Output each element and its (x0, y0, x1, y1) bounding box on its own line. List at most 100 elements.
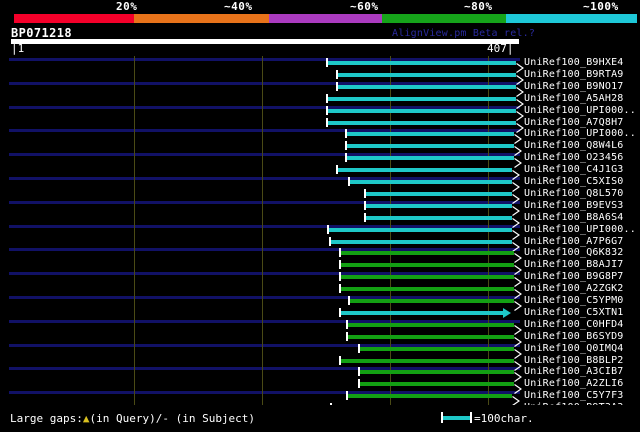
alignment-row[interactable]: UniRef100_C5Y7F3 (0, 390, 640, 405)
alignment-row[interactable]: UniRef100_C5YPM0 (0, 295, 640, 311)
hsp-start-tick (336, 165, 338, 175)
alignment-row[interactable]: UniRef100_UPI000.. (0, 223, 640, 240)
hsp-bar[interactable] (341, 287, 514, 292)
hit-label[interactable]: UniRef100_B6SYD9 (524, 330, 624, 342)
hit-label[interactable]: UniRef100_A7P6G7 (524, 235, 624, 247)
hit-label[interactable]: UniRef100_Q0IMQ4 (524, 342, 624, 354)
hsp-direction-arrow (514, 379, 523, 395)
alignment-row[interactable]: UniRef100_B8AJI7 (0, 259, 640, 276)
hit-label[interactable]: UniRef100_B9EVS3 (524, 199, 624, 211)
alignment-row[interactable]: UniRef100_B9EVS3 (0, 199, 640, 216)
hit-label[interactable]: UniRef100_B8A6S4 (524, 211, 624, 223)
hit-label[interactable]: UniRef100_B8AJI7 (524, 259, 624, 271)
hsp-bar[interactable] (360, 346, 514, 351)
alignment-row[interactable]: UniRef100_B9G8P7 (0, 271, 640, 288)
hit-label[interactable]: UniRef100_B9G8P7 (524, 271, 624, 283)
alignment-row[interactable]: UniRef100_A7P6G7 (0, 235, 640, 252)
hsp-bar[interactable] (341, 358, 514, 363)
hsp-bar[interactable] (341, 263, 514, 268)
alignment-row[interactable]: UniRef100_B9T3A3 (0, 402, 640, 405)
hit-label[interactable]: UniRef100_A7Q8H7 (524, 116, 624, 128)
hsp-bar[interactable] (328, 61, 516, 65)
hsp-bar[interactable] (350, 180, 512, 184)
hsp-bar[interactable] (366, 191, 512, 196)
hit-label[interactable]: UniRef100_UPI000.. (524, 104, 636, 116)
hsp-bar[interactable] (328, 120, 516, 125)
hsp-bar[interactable] (348, 334, 514, 339)
alignment-row[interactable]: UniRef100_Q0IMQ4 (0, 342, 640, 359)
hit-label[interactable]: UniRef100_B9T3A3 (524, 402, 624, 405)
hit-label[interactable]: UniRef100_B9NO17 (524, 80, 624, 92)
hsp-bar[interactable] (366, 203, 512, 208)
hit-label[interactable]: UniRef100_A2ZGK2 (524, 283, 624, 295)
alignment-row[interactable]: UniRef100_A2ZLI6 (0, 378, 640, 395)
hit-label[interactable]: UniRef100_A3CIB7 (524, 366, 624, 378)
alignment-row[interactable]: UniRef100_B6SYD9 (0, 330, 640, 347)
hsp-bar[interactable] (350, 299, 514, 303)
hit-label[interactable]: UniRef100_Q8W4L6 (524, 140, 624, 152)
alignment-row[interactable]: UniRef100_B9NO17 (0, 80, 640, 97)
hit-label[interactable]: UniRef100_C4J1G3 (524, 164, 624, 176)
hsp-bar[interactable] (347, 144, 514, 149)
hsp-bar[interactable] (347, 132, 514, 137)
alignment-row[interactable]: UniRef100_C4J1G3 (0, 164, 640, 181)
hit-label[interactable]: UniRef100_O23456 (524, 152, 624, 164)
alignment-row[interactable]: UniRef100_B8BLP2 (0, 354, 640, 371)
alignment-row[interactable]: UniRef100_B9HXE4 (0, 57, 640, 73)
alignment-row[interactable]: UniRef100_Q6K832 (0, 247, 640, 264)
hsp-bar[interactable] (347, 156, 514, 161)
alignment-row[interactable]: UniRef100_UPI000.. (0, 128, 640, 145)
alignment-row[interactable]: UniRef100_B9RTA9 (0, 68, 640, 85)
alignment-row[interactable]: UniRef100_O23456 (0, 152, 640, 169)
hit-label[interactable]: UniRef100_A2ZLI6 (524, 378, 624, 390)
hit-label[interactable]: UniRef100_B8BLP2 (524, 354, 624, 366)
hit-label[interactable]: UniRef100_Q6K832 (524, 247, 624, 259)
hsp-start-tick (348, 177, 350, 186)
hit-label[interactable]: UniRef100_Q8L570 (524, 187, 624, 199)
alignment-row[interactable]: UniRef100_B8A6S4 (0, 211, 640, 228)
scale-legend-label: =100char. (474, 412, 534, 425)
hsp-bar[interactable] (360, 382, 514, 387)
hsp-bar[interactable] (331, 239, 512, 244)
alignment-row[interactable]: UniRef100_A7Q8H7 (0, 116, 640, 133)
hit-label[interactable]: UniRef100_UPI000.. (524, 128, 636, 140)
alignment-row[interactable]: UniRef100_Q8W4L6 (0, 140, 640, 157)
hsp-bar[interactable] (338, 84, 516, 89)
hsp-bar[interactable] (328, 108, 516, 113)
hsp-bar[interactable] (329, 227, 512, 232)
hit-label[interactable]: UniRef100_UPI000.. (524, 223, 636, 235)
alignment-row[interactable]: UniRef100_UPI000.. (0, 104, 640, 121)
hsp-bar[interactable] (341, 251, 514, 256)
hsp-bar[interactable] (341, 275, 514, 280)
hit-label[interactable]: UniRef100_C5XTN1 (524, 306, 624, 318)
hit-label[interactable]: UniRef100_A5AH28 (524, 92, 624, 104)
hit-label[interactable]: UniRef100_C0HFD4 (524, 318, 624, 330)
hsp-start-tick (339, 260, 341, 270)
alignment-row[interactable]: UniRef100_Q8L570 (0, 187, 640, 204)
hsp-bar[interactable] (348, 394, 512, 399)
hsp-bar[interactable] (366, 215, 512, 220)
hsp-direction-arrow (512, 225, 521, 240)
alignment-row[interactable]: UniRef100_C0HFD4 (0, 318, 640, 335)
alignment-row[interactable]: UniRef100_A5AH28 (0, 92, 640, 109)
hit-label[interactable]: UniRef100_C5XIS0 (524, 176, 624, 187)
hsp-direction-arrow (516, 82, 525, 97)
hit-label[interactable]: UniRef100_B9RTA9 (524, 68, 624, 80)
query-coordinates: |1 407| (0, 43, 640, 56)
hit-label[interactable]: UniRef100_C5YPM0 (524, 295, 624, 306)
hsp-bar[interactable] (348, 322, 514, 327)
alignment-row[interactable]: UniRef100_C5XIS0 (0, 176, 640, 192)
hit-label[interactable]: UniRef100_C5Y7F3 (524, 390, 624, 402)
hsp-bar[interactable] (338, 72, 516, 77)
hsp-direction-arrow (514, 332, 523, 347)
hsp-direction-arrow (512, 213, 521, 228)
hit-label[interactable]: UniRef100_B9HXE4 (524, 57, 624, 68)
hsp-bar[interactable] (360, 370, 514, 375)
alignment-row[interactable]: UniRef100_C5XTN1 (0, 307, 640, 319)
hsp-bar[interactable] (341, 310, 503, 315)
hsp-bar[interactable] (338, 168, 512, 173)
alignment-row[interactable]: UniRef100_A2ZGK2 (0, 283, 640, 300)
hsp-direction-arrow (514, 153, 523, 169)
hsp-bar[interactable] (328, 96, 516, 101)
alignment-row[interactable]: UniRef100_A3CIB7 (0, 366, 640, 383)
